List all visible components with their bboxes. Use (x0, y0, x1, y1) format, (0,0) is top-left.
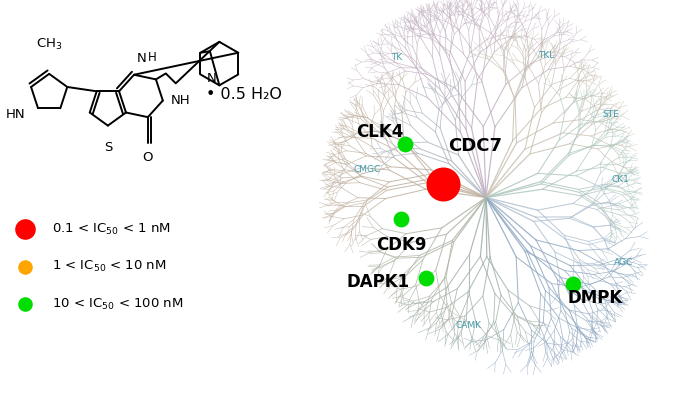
Text: TKL: TKL (539, 51, 555, 60)
Text: DMPK: DMPK (568, 289, 623, 307)
Text: DAPK1: DAPK1 (347, 273, 410, 292)
Point (420, 275, 431, 282)
Text: CDC7: CDC7 (448, 137, 502, 155)
Point (400, 141, 410, 147)
Point (20, 301, 31, 307)
Point (437, 181, 448, 187)
Text: N: N (207, 72, 217, 85)
Text: 10 < IC$_{50}$ < 100 nM: 10 < IC$_{50}$ < 100 nM (53, 297, 184, 312)
Text: • 0.5 H₂O: • 0.5 H₂O (207, 87, 282, 102)
Text: NH: NH (171, 94, 190, 107)
Text: STE: STE (602, 110, 619, 119)
Point (568, 281, 578, 288)
Point (20, 226, 31, 232)
Text: O: O (142, 151, 153, 164)
Text: CK1: CK1 (612, 175, 629, 184)
Text: 0.1 < IC$_{50}$ < 1 nM: 0.1 < IC$_{50}$ < 1 nM (53, 222, 171, 237)
Text: AGC: AGC (614, 258, 634, 267)
Text: CAMK: CAMK (456, 322, 482, 330)
Text: HN: HN (5, 107, 25, 120)
Point (20, 263, 31, 270)
Text: CDK9: CDK9 (376, 236, 426, 254)
Text: TK: TK (392, 53, 403, 62)
Text: N: N (137, 52, 147, 65)
Text: CMGC: CMGC (353, 166, 381, 174)
Text: 1 < IC$_{50}$ < 10 nM: 1 < IC$_{50}$ < 10 nM (53, 259, 167, 274)
Text: CLK4: CLK4 (356, 123, 404, 141)
Text: S: S (104, 141, 112, 154)
Text: CH$_3$: CH$_3$ (36, 37, 62, 52)
Point (396, 216, 406, 222)
Text: H: H (148, 51, 157, 64)
